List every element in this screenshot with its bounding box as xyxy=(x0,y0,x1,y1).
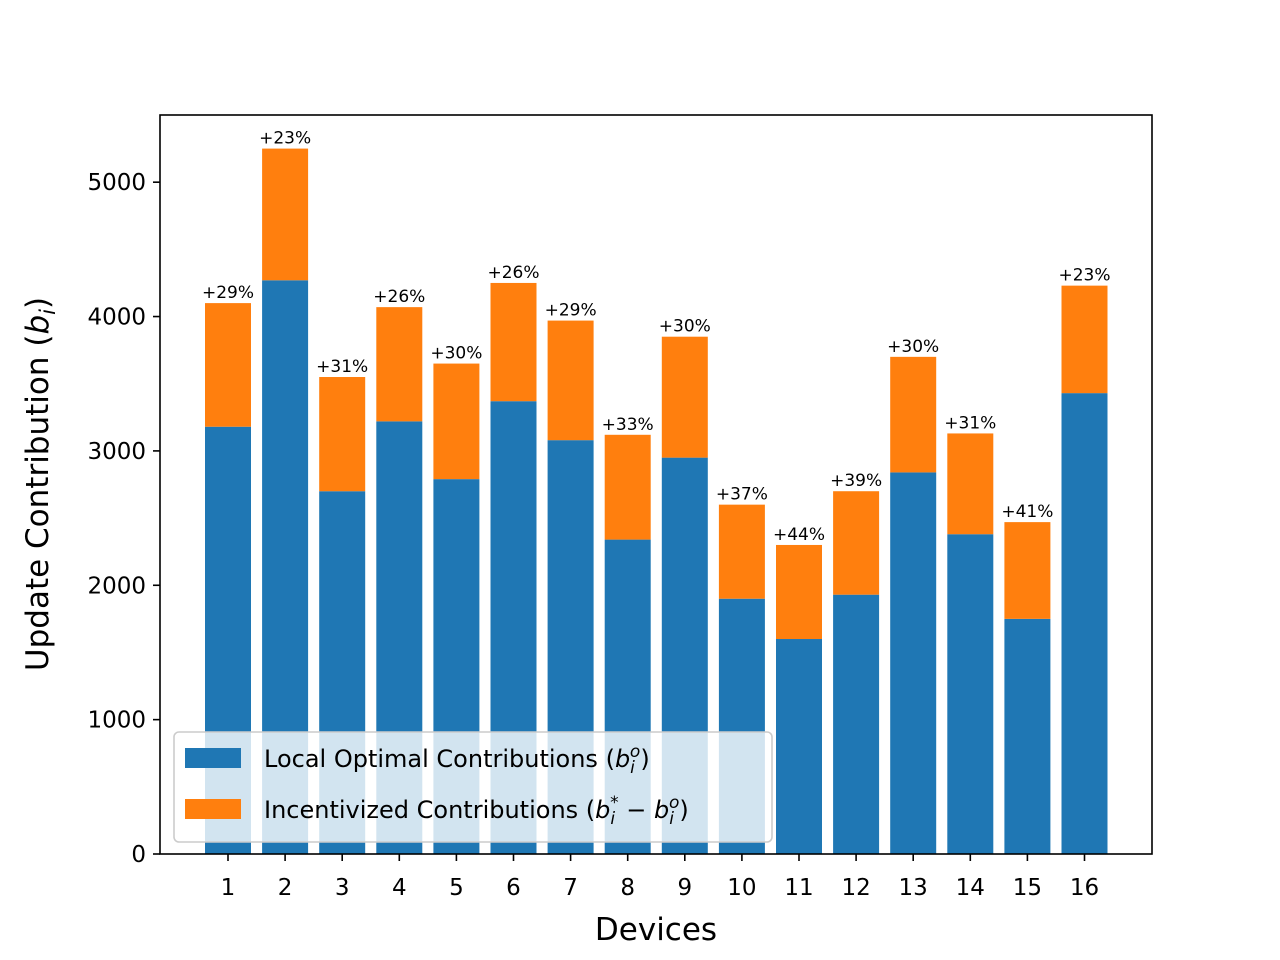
bar-incentivized-1 xyxy=(205,303,251,427)
y-axis-label-symbol: b xyxy=(20,315,56,335)
y-axis-label-subscript: i xyxy=(36,309,60,315)
data-label-6: +26% xyxy=(487,263,539,283)
x-tick-label-9: 9 xyxy=(677,875,692,901)
legend-swatch-local xyxy=(185,748,241,768)
y-tick-label-3000: 3000 xyxy=(87,439,146,465)
bar-incentivized-2 xyxy=(262,148,309,281)
x-tick-label-12: 12 xyxy=(841,875,870,901)
bar-incentivized-13 xyxy=(890,356,937,473)
legend-frame xyxy=(173,731,773,843)
bar-incentivized-11 xyxy=(776,544,822,640)
bar-local-16 xyxy=(1061,393,1108,854)
y-tick-label-1000: 1000 xyxy=(87,708,146,734)
bar-incentivized-15 xyxy=(1004,522,1051,619)
x-tick-label-5: 5 xyxy=(449,875,464,901)
bar-incentivized-14 xyxy=(947,433,994,535)
data-label-8: +33% xyxy=(602,415,654,435)
x-tick-label-4: 4 xyxy=(392,875,407,901)
bar-incentivized-9 xyxy=(661,336,708,458)
x-tick-label-10: 10 xyxy=(727,875,756,901)
x-tick-label-8: 8 xyxy=(620,875,635,901)
bar-incentivized-12 xyxy=(833,491,880,595)
bar-incentivized-16 xyxy=(1061,285,1108,394)
bar-incentivized-8 xyxy=(604,434,651,540)
plot-frame xyxy=(159,114,1153,855)
bar-local-13 xyxy=(890,472,937,854)
bar-incentivized-10 xyxy=(718,504,765,599)
x-tick-label-13: 13 xyxy=(899,875,928,901)
data-label-3: +31% xyxy=(316,357,368,377)
data-label-11: +44% xyxy=(773,525,825,545)
x-tick-label-6: 6 xyxy=(506,875,521,901)
data-label-2: +23% xyxy=(259,129,311,149)
bar-incentivized-4 xyxy=(376,307,423,422)
bar-local-15 xyxy=(1004,618,1051,854)
data-label-12: +39% xyxy=(830,471,882,491)
bar-incentivized-5 xyxy=(433,363,480,480)
data-label-16: +23% xyxy=(1058,266,1110,286)
y-tick-label-2000: 2000 xyxy=(87,573,146,599)
data-label-1: +29% xyxy=(202,283,254,303)
bar-incentivized-6 xyxy=(490,282,537,402)
x-axis-label: Devices xyxy=(595,912,717,948)
bar-local-11 xyxy=(776,639,822,854)
bar-local-14 xyxy=(947,534,994,854)
y-tick-label-4000: 4000 xyxy=(87,305,146,331)
data-label-9: +30% xyxy=(659,317,711,337)
x-tick-label-7: 7 xyxy=(563,875,578,901)
x-tick-label-15: 15 xyxy=(1013,875,1042,901)
legend-swatch-incentivized xyxy=(185,799,241,819)
data-label-10: +37% xyxy=(716,485,768,505)
y-axis-label: Update Contribution (bi) xyxy=(20,297,60,671)
data-labels-group: +29% +23% +31% +26% +30% +26% +29% +33% +30% +37%… xyxy=(202,129,1111,545)
data-label-5: +30% xyxy=(430,344,482,364)
y-axis: 0 1000 2000 3000 4000 5000 xyxy=(87,170,160,868)
y-tick-label-5000: 5000 xyxy=(87,170,146,196)
legend-label-incentivized: Incentivized Contributions (bi* − bio) xyxy=(264,793,689,829)
legend: Local Optimal Contributions (bio) Incent… xyxy=(173,731,773,843)
data-label-15: +41% xyxy=(1001,502,1053,522)
bar-incentivized-7 xyxy=(547,320,594,441)
data-label-4: +26% xyxy=(373,287,425,307)
legend-label-local: Local Optimal Contributions (bio) xyxy=(264,742,650,778)
y-axis-label-text: Update Contribution xyxy=(20,356,56,671)
x-tick-label-2: 2 xyxy=(278,875,293,901)
x-tick-label-11: 11 xyxy=(784,875,813,901)
x-tick-label-14: 14 xyxy=(956,875,985,901)
data-label-13: +30% xyxy=(887,337,939,357)
bar-local-12 xyxy=(833,594,880,854)
data-label-7: +29% xyxy=(545,301,597,321)
y-tick-label-0: 0 xyxy=(131,842,146,868)
x-tick-label-1: 1 xyxy=(221,875,236,901)
data-label-14: +31% xyxy=(944,413,996,433)
x-axis: 1 2 3 4 5 6 7 8 9 10 11 12 13 14 15 16 xyxy=(221,854,1099,901)
bar-incentivized-3 xyxy=(319,377,366,492)
x-tick-label-16: 16 xyxy=(1070,875,1099,901)
x-tick-label-3: 3 xyxy=(335,875,350,901)
